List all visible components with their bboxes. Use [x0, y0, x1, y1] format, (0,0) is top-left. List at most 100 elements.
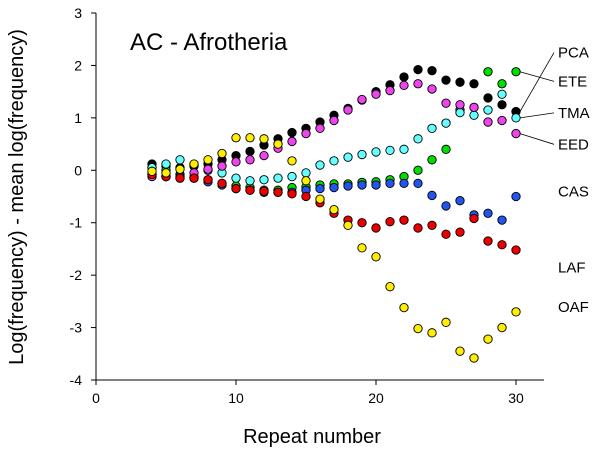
x-tick-label: 0	[92, 390, 100, 406]
y-tick-label: -3	[70, 320, 83, 336]
data-point	[161, 168, 171, 178]
series-oaf	[147, 133, 521, 363]
data-point	[413, 165, 423, 175]
data-point	[357, 149, 367, 160]
data-point	[511, 191, 521, 202]
data-point	[385, 145, 395, 156]
data-point	[427, 328, 437, 338]
data-point	[287, 156, 297, 166]
data-point	[231, 183, 241, 194]
data-point	[329, 204, 339, 215]
label-connector	[519, 112, 555, 119]
data-point	[497, 215, 507, 225]
y-tick-label: 2	[74, 57, 82, 73]
data-point	[399, 72, 409, 82]
data-point	[203, 164, 213, 174]
data-point	[427, 123, 437, 133]
data-point	[245, 185, 255, 195]
data-point	[189, 159, 199, 169]
data-point	[455, 196, 465, 206]
data-point	[371, 252, 381, 262]
data-point	[175, 155, 185, 165]
data-point	[483, 105, 493, 115]
data-point	[385, 85, 395, 96]
data-point	[483, 117, 493, 127]
data-point	[203, 175, 213, 185]
data-point	[329, 182, 339, 193]
data-point	[497, 322, 507, 333]
x-tick-label: 10	[228, 390, 244, 406]
data-point	[455, 346, 465, 356]
x-tick-label: 20	[368, 390, 384, 406]
data-point	[455, 77, 465, 87]
y-tick-label: -4	[70, 372, 83, 388]
data-point	[413, 64, 423, 75]
data-point	[385, 217, 395, 227]
data-point	[469, 110, 479, 120]
data-point	[413, 134, 423, 144]
data-point	[371, 223, 381, 233]
data-point	[329, 115, 339, 126]
data-point	[343, 105, 353, 115]
data-point	[413, 323, 423, 334]
data-point	[469, 213, 479, 224]
data-point	[329, 156, 339, 166]
data-point	[357, 243, 367, 253]
series-labels: PCA ETE TMA EED CAS LAF OAF	[519, 45, 590, 316]
series-label-oaf: OAF	[558, 299, 589, 316]
data-point	[469, 102, 479, 113]
data-point	[413, 223, 423, 233]
data-point	[511, 307, 521, 317]
data-point	[455, 227, 465, 237]
x-axis-title: Repeat number	[243, 426, 381, 448]
data-point	[399, 178, 409, 189]
data-point	[245, 176, 255, 186]
data-point	[343, 152, 353, 162]
data-point	[343, 181, 353, 191]
data-point	[455, 100, 465, 110]
data-point	[483, 334, 493, 344]
series-label-laf: LAF	[558, 260, 586, 277]
data-point	[511, 245, 521, 255]
data-points	[147, 64, 521, 363]
data-point	[315, 123, 325, 133]
data-point	[483, 67, 493, 77]
data-point	[483, 236, 493, 246]
data-point	[259, 175, 269, 185]
data-point	[287, 189, 297, 199]
y-axis-title: Log(frequency) - mean log(frequency)	[6, 29, 28, 365]
data-point	[385, 178, 395, 189]
data-point	[469, 353, 479, 363]
data-point	[441, 75, 451, 85]
data-point	[469, 79, 479, 89]
y-tick-label: -1	[70, 215, 83, 231]
data-point	[427, 66, 437, 76]
data-point	[441, 98, 451, 108]
data-point	[147, 166, 157, 176]
data-point	[385, 282, 395, 292]
data-point	[231, 133, 241, 143]
series-label-tma: TMA	[558, 105, 590, 122]
label-connector	[519, 133, 555, 145]
label-connector	[519, 71, 555, 82]
data-point	[189, 173, 199, 183]
data-point	[371, 89, 381, 99]
data-point	[455, 107, 465, 118]
y-tick-label: 3	[74, 5, 82, 21]
data-point	[371, 180, 381, 190]
data-point	[245, 146, 255, 157]
data-point	[217, 161, 227, 171]
data-point	[441, 144, 451, 154]
data-point	[399, 302, 409, 313]
data-point	[357, 180, 367, 190]
data-point	[357, 218, 367, 228]
data-point	[203, 155, 213, 165]
data-point	[497, 240, 507, 250]
data-point	[511, 67, 521, 77]
data-point	[245, 133, 255, 143]
data-point	[427, 155, 437, 165]
data-point	[511, 128, 521, 139]
data-point	[301, 191, 311, 202]
